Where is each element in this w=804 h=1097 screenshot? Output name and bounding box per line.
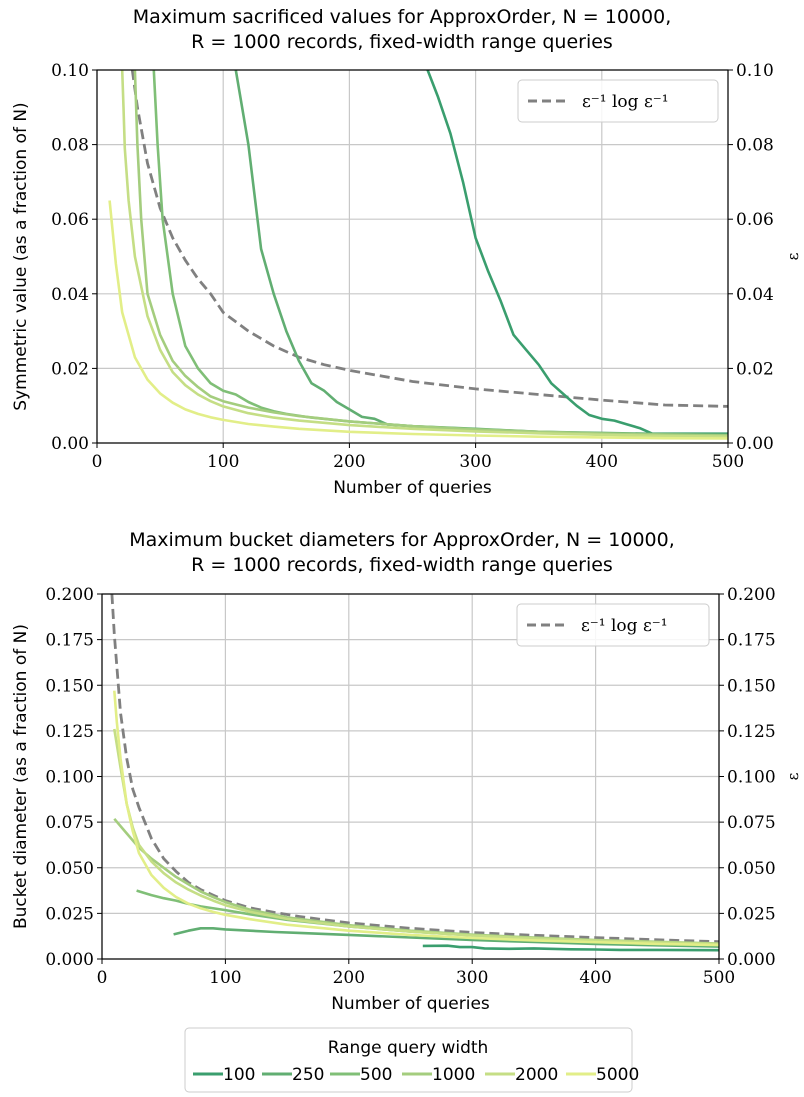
series-line-1000 [113, 817, 719, 945]
series-line-100 [426, 70, 728, 435]
range-width-legend: Range query width 100 250 500 1000 2000 5000 [184, 1027, 639, 1093]
reference-curve [110, 594, 719, 944]
legend-label-250: 250 [292, 1065, 324, 1085]
y2-tick-label: 0.10 [736, 61, 774, 81]
legend: ε⁻¹ log ε⁻¹ [517, 79, 719, 123]
y2-tick-label: 0.02 [736, 359, 774, 379]
legend-label-100: 100 [223, 1065, 255, 1085]
legend-label-reference: ε⁻¹ log ε⁻¹ [581, 616, 668, 636]
series-group [108, 70, 728, 440]
legend-box [517, 79, 719, 123]
grid [96, 69, 729, 444]
y-ticks: 0.00 0.02 0.04 0.06 0.08 0.10 [51, 61, 97, 454]
x-tick-label: 200 [333, 452, 365, 472]
series-line-100 [422, 944, 719, 952]
reference-curve [130, 70, 728, 408]
x-tick-label: 100 [209, 968, 241, 988]
plot-frame [96, 69, 729, 444]
y-tick-label: 0.200 [45, 585, 94, 605]
y-tick-label: 0.00 [51, 434, 89, 454]
chart-sacrificed-values: Maximum sacrificed values for ApproxOrde… [11, 6, 802, 498]
legend-label-1000: 1000 [432, 1065, 475, 1085]
range-width-legend-title: Range query width [328, 1038, 489, 1058]
x-axis-label: Number of queries [331, 994, 490, 1014]
y2-tick-label: 0.025 [727, 904, 776, 924]
x-tick-label: 500 [703, 968, 735, 988]
legend-label-5000: 5000 [596, 1065, 639, 1085]
y-axis-label: Bucket diameter (as a fraction of N) [11, 624, 31, 929]
series-line-2000 [113, 728, 719, 946]
y2-tick-label: 0.08 [736, 136, 774, 156]
y-tick-label: 0.04 [51, 285, 89, 305]
y2-axis-label: ε [784, 772, 802, 780]
legend-label-500: 500 [360, 1065, 392, 1085]
x-tick-label: 400 [586, 452, 618, 472]
y-tick-label: 0.02 [51, 359, 89, 379]
y2-tick-label: 0.050 [727, 859, 776, 879]
range-width-legend-box [184, 1027, 633, 1093]
x-ticks: 0 100 200 300 400 500 [97, 959, 735, 988]
x-tick-label: 0 [92, 452, 103, 472]
y2-tick-label: 0.06 [736, 210, 774, 230]
chart-bucket-diameters: Maximum bucket diameters for ApproxOrder… [11, 529, 802, 1014]
y-tick-label: 0.075 [45, 813, 94, 833]
series-line-5000 [108, 200, 728, 440]
y2-tick-label: 0.00 [736, 434, 774, 454]
y-tick-label: 0.10 [51, 61, 89, 81]
x-tick-label: 300 [456, 968, 488, 988]
x-tick-label: 100 [207, 452, 239, 472]
y2-tick-label: 0.075 [727, 813, 776, 833]
legend-label-reference: ε⁻¹ log ε⁻¹ [582, 92, 669, 112]
x-ticks: 0 100 200 300 400 500 [92, 443, 744, 472]
chart-title-line1: Maximum bucket diameters for ApproxOrder… [129, 529, 675, 551]
y-ticks: 0.000 0.025 0.050 0.075 0.100 0.125 0.150 0.175… [45, 585, 102, 970]
y2-axis-label: ε [784, 252, 802, 260]
chart-title-line1: Maximum sacrificed values for ApproxOrde… [133, 6, 672, 28]
legend: ε⁻¹ log ε⁻¹ [516, 603, 710, 647]
y2-tick-label: 0.04 [736, 285, 774, 305]
y-tick-label: 0.050 [45, 859, 94, 879]
y-tick-label: 0.150 [45, 676, 94, 696]
series-line-250 [173, 927, 719, 948]
y2-tick-label: 0.175 [727, 631, 776, 651]
reference-curve-group [110, 594, 719, 944]
series-line-1000 [133, 70, 728, 437]
series-line-2000 [120, 70, 728, 438]
series-group [113, 690, 719, 952]
y-tick-label: 0.100 [45, 768, 94, 788]
y2-tick-label: 0.100 [727, 768, 776, 788]
y-tick-label: 0.08 [51, 136, 89, 156]
series-line-500 [152, 70, 728, 437]
y2-tick-label: 0.125 [727, 722, 776, 742]
y-tick-label: 0.025 [45, 904, 94, 924]
y2-ticks: 0.000 0.025 0.050 0.075 0.100 0.125 0.150 0.175… [719, 585, 776, 970]
x-axis-label: Number of queries [333, 478, 492, 498]
reference-curve-group [130, 70, 728, 408]
legend-label-2000: 2000 [515, 1065, 558, 1085]
y-axis-label: Symmetric value (as a fraction of N) [11, 102, 31, 410]
x-tick-label: 200 [333, 968, 365, 988]
y-tick-label: 0.125 [45, 722, 94, 742]
chart-title-line2: R = 1000 records, fixed-width range quer… [191, 31, 613, 53]
y2-ticks: 0.00 0.02 0.04 0.06 0.08 0.10 [728, 61, 774, 454]
chart-title-line2: R = 1000 records, fixed-width range quer… [191, 554, 613, 576]
legend-box [516, 603, 710, 647]
x-tick-label: 0 [97, 968, 108, 988]
x-tick-label: 300 [459, 452, 491, 472]
x-tick-label: 500 [712, 452, 744, 472]
y2-tick-label: 0.200 [727, 585, 776, 605]
y2-tick-label: 0.000 [727, 950, 776, 970]
y-tick-label: 0.000 [45, 950, 94, 970]
y2-tick-label: 0.150 [727, 676, 776, 696]
series-line-5000 [113, 690, 719, 947]
x-tick-label: 400 [579, 968, 611, 988]
y-tick-label: 0.175 [45, 631, 94, 651]
range-width-legend-entries: 100 250 500 1000 2000 5000 [193, 1065, 639, 1085]
y-tick-label: 0.06 [51, 210, 89, 230]
